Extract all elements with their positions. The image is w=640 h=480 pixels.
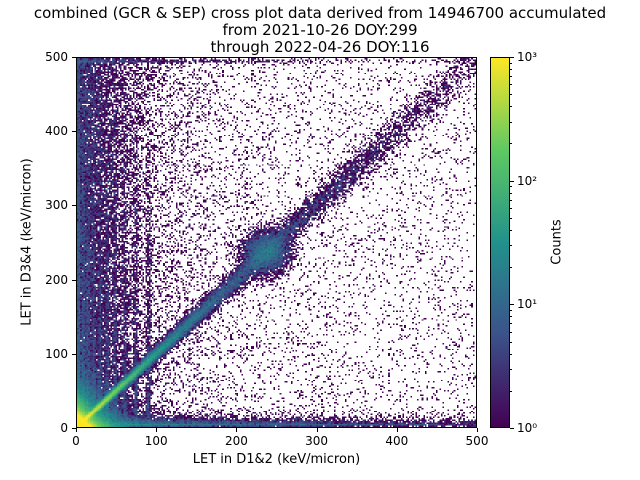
colorbar-tick-mark	[510, 180, 514, 182]
x-tick-mark	[236, 428, 238, 432]
y-tick-label: 0	[60, 421, 68, 435]
colorbar-minor-tick-mark	[510, 341, 512, 343]
plot-area	[76, 57, 477, 428]
y-tick-mark	[72, 428, 76, 429]
colorbar-minor-tick-mark	[510, 217, 512, 219]
colorbar	[490, 57, 510, 428]
colorbar-minor-tick-mark	[510, 353, 512, 355]
colorbar-tick-mark	[510, 304, 514, 306]
colorbar-minor-tick-mark	[510, 192, 512, 194]
colorbar-label: Counts	[549, 219, 565, 265]
x-tick-mark	[76, 428, 77, 432]
colorbar-minor-tick-mark	[510, 229, 512, 231]
colorbar-minor-tick-mark	[510, 316, 512, 318]
y-tick-label: 100	[45, 346, 68, 361]
x-tick-mark	[316, 428, 318, 432]
colorbar-minor-tick-mark	[510, 199, 512, 201]
x-tick-label: 0	[72, 434, 80, 448]
x-axis-label: LET in D1&2 (keV/micron)	[192, 452, 361, 467]
colorbar-minor-tick-mark	[510, 68, 512, 70]
chart-title-line-3: through 2022-04-26 DOY:116	[210, 38, 430, 56]
y-tick-label: 400	[45, 124, 68, 139]
x-tick-label: 300	[305, 434, 329, 448]
colorbar-minor-tick-mark	[510, 323, 512, 325]
colorbar-minor-tick-mark	[510, 267, 512, 269]
chart-title-line-2: from 2021-10-26 DOY:299	[222, 21, 418, 39]
colorbar-minor-tick-mark	[510, 368, 512, 370]
colorbar-minor-tick-mark	[510, 331, 512, 333]
colorbar-minor-tick-mark	[510, 143, 512, 145]
colorbar-minor-tick-mark	[510, 84, 512, 86]
x-tick-mark	[477, 428, 478, 432]
colorbar-minor-tick-mark	[510, 94, 512, 96]
x-tick-label: 100	[144, 434, 168, 448]
colorbar-tick-label: 10¹	[517, 297, 538, 312]
colorbar-tick-mark	[510, 428, 514, 429]
colorbar-minor-tick-mark	[510, 121, 512, 123]
colorbar-minor-tick-mark	[510, 208, 512, 210]
colorbar-minor-tick-mark	[510, 245, 512, 247]
colorbar-tick-label: 10⁰	[517, 421, 538, 435]
x-tick-label: 200	[224, 434, 248, 448]
x-tick-label: 400	[385, 434, 409, 448]
x-tick-label: 500	[465, 434, 489, 448]
colorbar-minor-tick-mark	[510, 309, 512, 311]
colorbar-minor-tick-mark	[510, 186, 512, 188]
colorbar-minor-tick-mark	[510, 106, 512, 108]
colorbar-minor-tick-mark	[510, 76, 512, 78]
colorbar-minor-tick-mark	[510, 390, 512, 392]
chart-title: combined (GCR & SEP) cross plot data der…	[0, 5, 640, 56]
y-axis-label: LET in D3&4 (keV/micron)	[19, 158, 35, 326]
chart-title-line-1: combined (GCR & SEP) cross plot data der…	[33, 4, 607, 22]
plot-canvas	[77, 58, 476, 427]
x-tick-mark	[396, 428, 398, 432]
colorbar-tick-label: 10²	[517, 173, 538, 188]
colorbar-minor-tick-mark	[510, 62, 512, 64]
colorbar-tick-mark	[510, 57, 514, 58]
x-tick-mark	[156, 428, 158, 432]
